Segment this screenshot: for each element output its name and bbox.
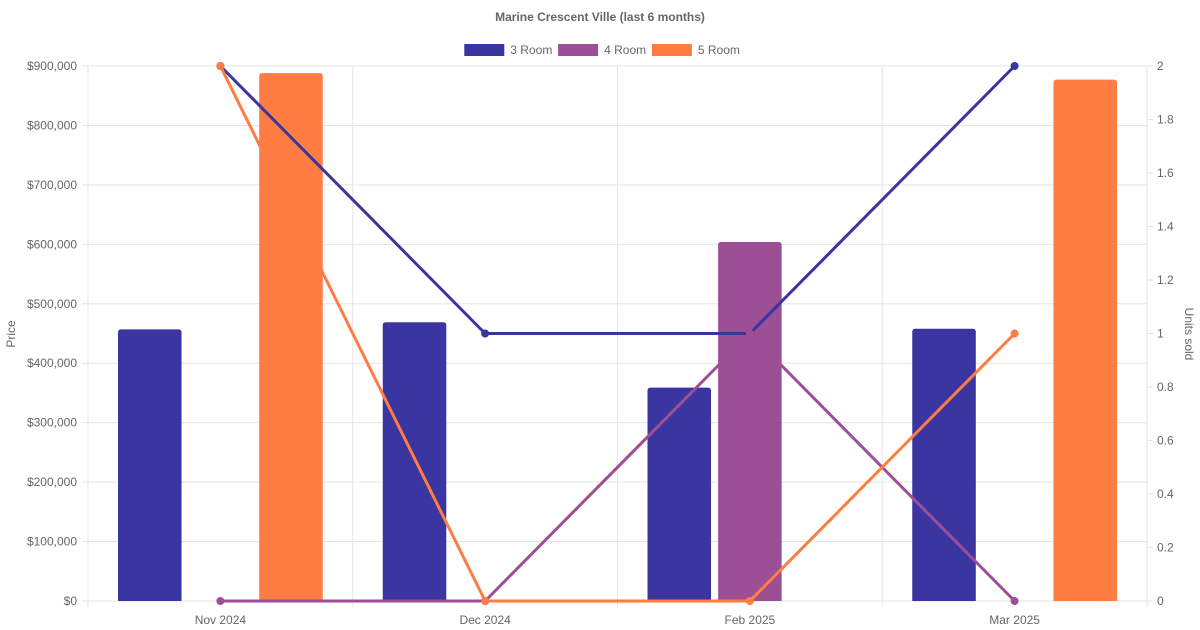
y-right-tick-label: 1 [1157,327,1164,341]
y-left-tick-label: $400,000 [27,356,77,370]
x-tick-label: Dec 2024 [459,613,511,627]
y-right-tick-label: 2 [1157,59,1164,73]
point-4-room [745,329,754,338]
y-left-tick-label: $200,000 [27,475,77,489]
gridlines [82,65,1148,607]
point-5-room [1010,329,1019,338]
y-right-tick-label: 0.6 [1157,434,1174,448]
line-3-room [219,64,1016,335]
legend: 3 Room 4 Room 5 Room [464,43,740,57]
bar-3-room [912,328,976,601]
bar-4-room [718,241,782,601]
x-tick-label: Feb 2025 [725,613,776,627]
y-axis-right-title: Units sold [1182,308,1196,361]
y-left-tick-label: $0 [64,594,78,608]
x-tick-label: Nov 2024 [195,613,247,627]
y-left-tick-label: $500,000 [27,297,77,311]
bars [118,73,1117,602]
lines [216,62,1019,605]
y-left-tick-label: $800,000 [27,118,77,132]
y-right-tick-label: 0.8 [1157,380,1174,394]
legend-swatch-5-room [651,44,692,56]
y-right-tick-label: 0.2 [1157,541,1174,555]
point-4-room [216,597,225,605]
y-right-tick-label: 1.4 [1157,220,1174,234]
line-5-room [219,65,1016,603]
point-3-room [1010,62,1019,70]
legend-label-5-room: 5 Room [698,43,740,57]
y-left-tick-label: $100,000 [27,535,77,549]
bar-3-room [647,387,712,601]
chart-title: Marine Crescent Ville (last 6 months) [495,10,705,24]
point-5-room [481,597,490,605]
bar-3-room [118,329,182,601]
x-tick-label: Mar 2025 [989,613,1040,627]
x-axis: Nov 2024 Dec 2024 Feb 2025 Mar 2025 [195,613,1041,627]
y-right-tick-label: 1.2 [1157,273,1174,287]
bar-5-room [1053,79,1117,601]
point-5-room [216,62,225,70]
y-left-tick-label: $600,000 [27,237,77,251]
point-4-room [1010,597,1019,605]
y-axis-left-title: Price [4,320,18,348]
point-3-room [481,329,490,338]
legend-label-4-room: 4 Room [604,43,646,57]
y-axis-right: 0 0.2 0.4 0.6 0.8 1 1.2 1.4 1.6 1.8 2 [1147,59,1174,608]
y-axis-left: $0 $100,000 $200,000 $300,000 $400,000 $500,0… [27,59,77,608]
bar-5-room [259,73,323,602]
legend-swatch-3-room [464,44,505,56]
y-right-tick-label: 0.4 [1157,487,1174,501]
legend-label-3-room: 3 Room [510,43,552,57]
y-left-tick-label: $700,000 [27,178,77,192]
y-right-tick-label: 0 [1157,594,1164,608]
y-left-tick-label: $300,000 [27,416,77,430]
point-5-room [745,597,754,605]
legend-swatch-4-room [558,44,599,56]
y-right-tick-label: 1.8 [1157,113,1174,127]
y-left-tick-label: $900,000 [27,59,77,73]
y-right-tick-label: 1.6 [1157,166,1174,180]
